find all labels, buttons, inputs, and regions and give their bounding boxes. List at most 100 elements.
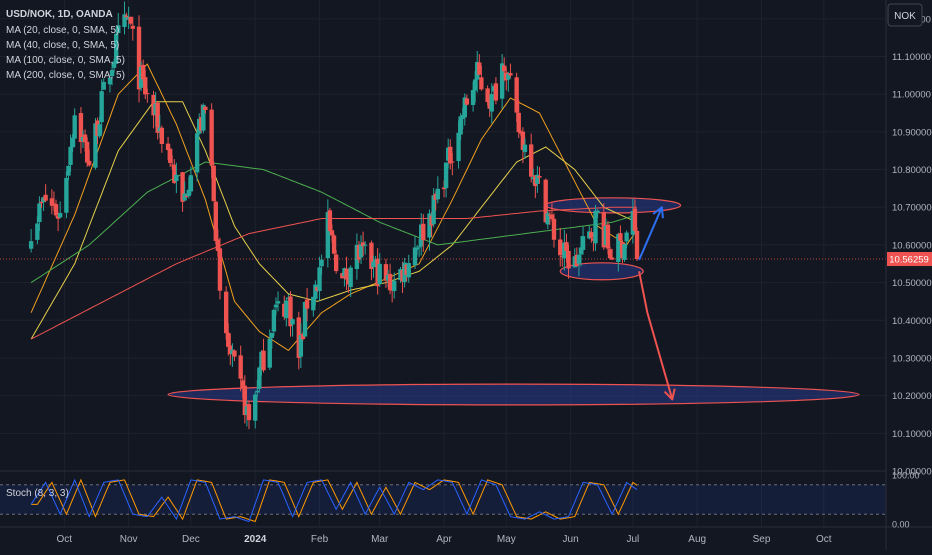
- price-tick-label: 10.20000: [892, 391, 932, 402]
- candle-body: [462, 97, 467, 118]
- price-tick-label: 10.30000: [892, 353, 932, 364]
- candle-body: [329, 230, 335, 236]
- candle-body: [213, 201, 218, 241]
- candle-body: [109, 70, 115, 77]
- candle-body: [184, 195, 189, 197]
- currency-button[interactable]: NOK: [887, 3, 923, 27]
- price-tick-label: 10.80000: [892, 165, 932, 176]
- candle-body: [143, 77, 148, 95]
- candle-body: [464, 98, 470, 105]
- candle-body: [271, 309, 277, 332]
- ma-line-3: [30, 206, 637, 340]
- price-tick-label: 11.00000: [892, 90, 931, 101]
- price-tick-label: 10.70000: [892, 203, 932, 214]
- candle-body: [479, 77, 484, 90]
- candle-body: [201, 104, 206, 131]
- candle-body: [441, 187, 447, 190]
- zone-target[interactable]: [167, 383, 860, 406]
- stochastic-label[interactable]: Stoch (8, 3, 3): [6, 488, 69, 499]
- candle-body: [203, 106, 208, 110]
- candle-body: [360, 242, 366, 247]
- arrow-bullish-scenario[interactable]: [638, 206, 663, 261]
- candle-body: [39, 201, 44, 204]
- indicator-ma40[interactable]: MA (40, close, 0, SMA, 5): [6, 40, 120, 51]
- candle-body: [211, 165, 216, 202]
- candle-body: [514, 77, 519, 113]
- ma-line-1: [30, 101, 638, 340]
- indicator-ma100[interactable]: MA (100, close, 0, SMA, 5): [6, 55, 125, 66]
- candle-body: [68, 146, 73, 165]
- candle-body: [545, 213, 550, 225]
- ma-line-2: [30, 161, 638, 284]
- time-tick-label: Feb: [311, 534, 329, 545]
- candle-body: [180, 172, 185, 202]
- indicator-ma200[interactable]: MA (200, close, 0, SMA, 5): [6, 70, 125, 81]
- candle-body: [140, 64, 146, 80]
- currency-button-frame: [887, 3, 923, 27]
- candle-body: [172, 164, 177, 183]
- candle-body: [188, 175, 194, 192]
- arrow-bearish-scenario[interactable]: [638, 271, 674, 400]
- candle-body: [472, 79, 478, 91]
- candle-body: [290, 319, 295, 325]
- candle-body: [634, 230, 640, 260]
- stochastic-pane: [0, 478, 886, 523]
- candle-body: [369, 242, 374, 270]
- time-tick-label: Oct: [816, 534, 832, 545]
- candle-body: [145, 93, 150, 95]
- candle-body: [564, 242, 569, 251]
- candle-body: [226, 332, 231, 347]
- price-tick-label: 10.40000: [892, 316, 932, 327]
- candle-body: [136, 26, 142, 90]
- candle-body: [155, 102, 160, 133]
- zone-support[interactable]: [559, 262, 644, 281]
- candle-body: [114, 33, 119, 64]
- candle-body: [493, 83, 499, 101]
- candle-body: [64, 178, 69, 213]
- indicator-ma20[interactable]: MA (20, close, 0, SMA, 5): [6, 25, 120, 36]
- candle-body: [253, 394, 258, 421]
- candle-body: [558, 239, 563, 256]
- candle-body: [43, 194, 48, 201]
- candle-body: [128, 16, 133, 24]
- candle-body: [182, 193, 187, 201]
- time-tick-label: Jun: [563, 534, 579, 545]
- time-tick-label: May: [497, 534, 516, 545]
- candle-body: [589, 232, 594, 238]
- candle-body: [416, 246, 422, 248]
- candle-body: [215, 239, 221, 251]
- candle-body: [609, 257, 615, 260]
- candle-body: [377, 263, 382, 285]
- candle-body: [66, 165, 71, 176]
- candle-body: [72, 115, 77, 139]
- price-tick-label: 11.10000: [892, 52, 931, 63]
- candle-body: [358, 244, 364, 258]
- last-price-box: [887, 252, 932, 267]
- time-tick-label: Mar: [371, 534, 389, 545]
- ma-line-0: [30, 63, 638, 352]
- candle-body: [616, 234, 621, 262]
- candle-body: [506, 73, 511, 80]
- candle-body: [317, 267, 322, 292]
- candle-body: [520, 131, 526, 151]
- candle-body: [578, 247, 584, 255]
- candle-body: [238, 355, 243, 379]
- candle-body: [529, 144, 534, 177]
- candle-body: [311, 296, 316, 311]
- stoch-tick-label: 0.00: [892, 520, 910, 530]
- candle-body: [443, 162, 449, 189]
- candle-body: [107, 77, 113, 85]
- candle-body: [624, 232, 629, 242]
- price-tick-label: 10.10000: [892, 429, 932, 440]
- time-axis[interactable]: Oct Nov Dec 2024 Feb Mar Apr May Jun Jul Aug Sep Oct: [57, 534, 832, 545]
- candle-body: [257, 367, 262, 389]
- candle-body: [383, 264, 389, 281]
- candle-body: [37, 203, 42, 223]
- time-tick-label: Sep: [753, 534, 771, 545]
- candle-body: [124, 15, 129, 18]
- candle-body: [209, 109, 214, 166]
- candle-body: [269, 332, 274, 338]
- arrow-head-bearish-scenario: [663, 388, 676, 401]
- candle-body: [275, 301, 281, 304]
